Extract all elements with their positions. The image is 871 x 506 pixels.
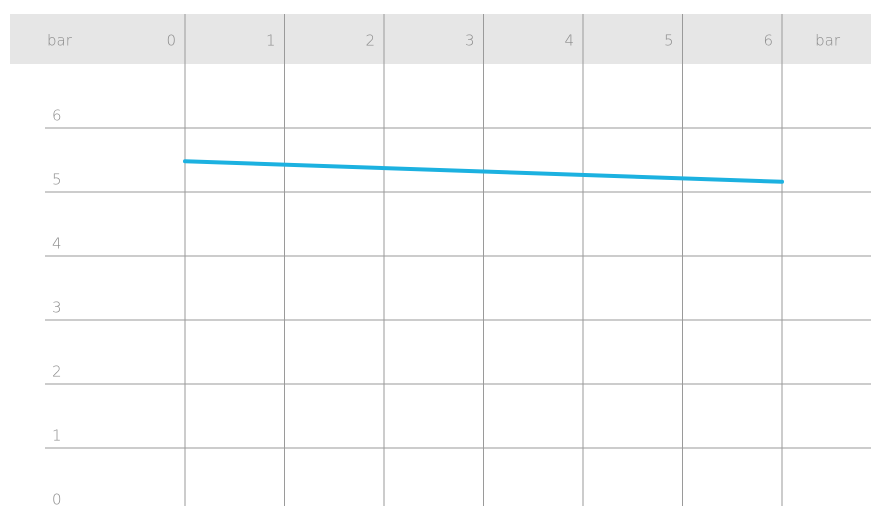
y-tick-label: 4 [52,235,62,253]
line-series [183,159,784,184]
x-tick-label: 2 [365,32,375,50]
y-tick-label: 3 [52,299,62,317]
x-tick-label: 4 [564,32,574,50]
x-axis-label: bar [815,32,841,50]
x-tick-label: 0 [166,32,176,50]
y-tick-label: 6 [52,107,62,125]
x-tick-label: 6 [763,32,773,50]
x-tick-label: 3 [465,32,475,50]
y-axis-label: bar [47,32,73,50]
y-tick-label: 1 [52,427,62,445]
x-tick-label: 1 [266,32,276,50]
header-band [10,14,871,64]
y-tick-label: 2 [52,363,62,381]
y-tick-label: 0 [52,491,62,506]
y-tick-label: 5 [52,171,62,189]
x-tick-label: 5 [664,32,674,50]
